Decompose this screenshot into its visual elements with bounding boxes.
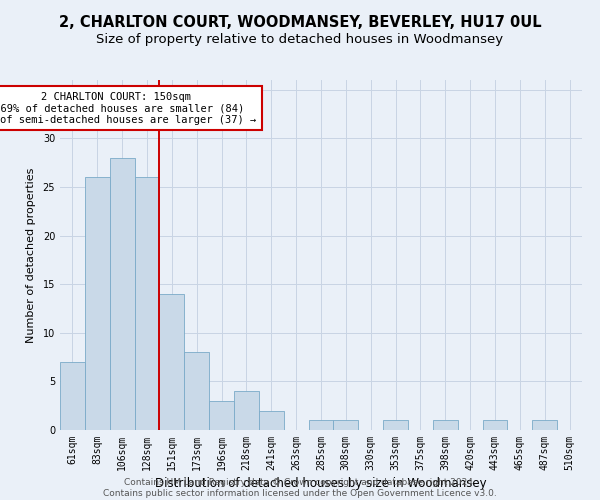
Bar (234, 391, 259, 430)
Bar (160, 294, 184, 430)
Text: Contains HM Land Registry data © Crown copyright and database right 2024.
Contai: Contains HM Land Registry data © Crown c… (103, 478, 497, 498)
Text: Size of property relative to detached houses in Woodmansey: Size of property relative to detached ho… (97, 32, 503, 46)
Bar (110, 158, 134, 430)
Bar (308, 420, 334, 430)
Bar (532, 420, 557, 430)
Bar (259, 410, 284, 430)
Bar (383, 420, 408, 430)
Bar (209, 401, 234, 430)
Bar (134, 177, 160, 430)
Bar (184, 352, 209, 430)
Bar (85, 177, 110, 430)
Bar (334, 420, 358, 430)
Text: 2 CHARLTON COURT: 150sqm
← 69% of detached houses are smaller (84)
30% of semi-d: 2 CHARLTON COURT: 150sqm ← 69% of detach… (0, 92, 257, 125)
Bar (433, 420, 458, 430)
Bar (60, 362, 85, 430)
Bar (482, 420, 508, 430)
Text: 2, CHARLTON COURT, WOODMANSEY, BEVERLEY, HU17 0UL: 2, CHARLTON COURT, WOODMANSEY, BEVERLEY,… (59, 15, 541, 30)
X-axis label: Distribution of detached houses by size in Woodmansey: Distribution of detached houses by size … (155, 477, 487, 490)
Y-axis label: Number of detached properties: Number of detached properties (26, 168, 35, 342)
